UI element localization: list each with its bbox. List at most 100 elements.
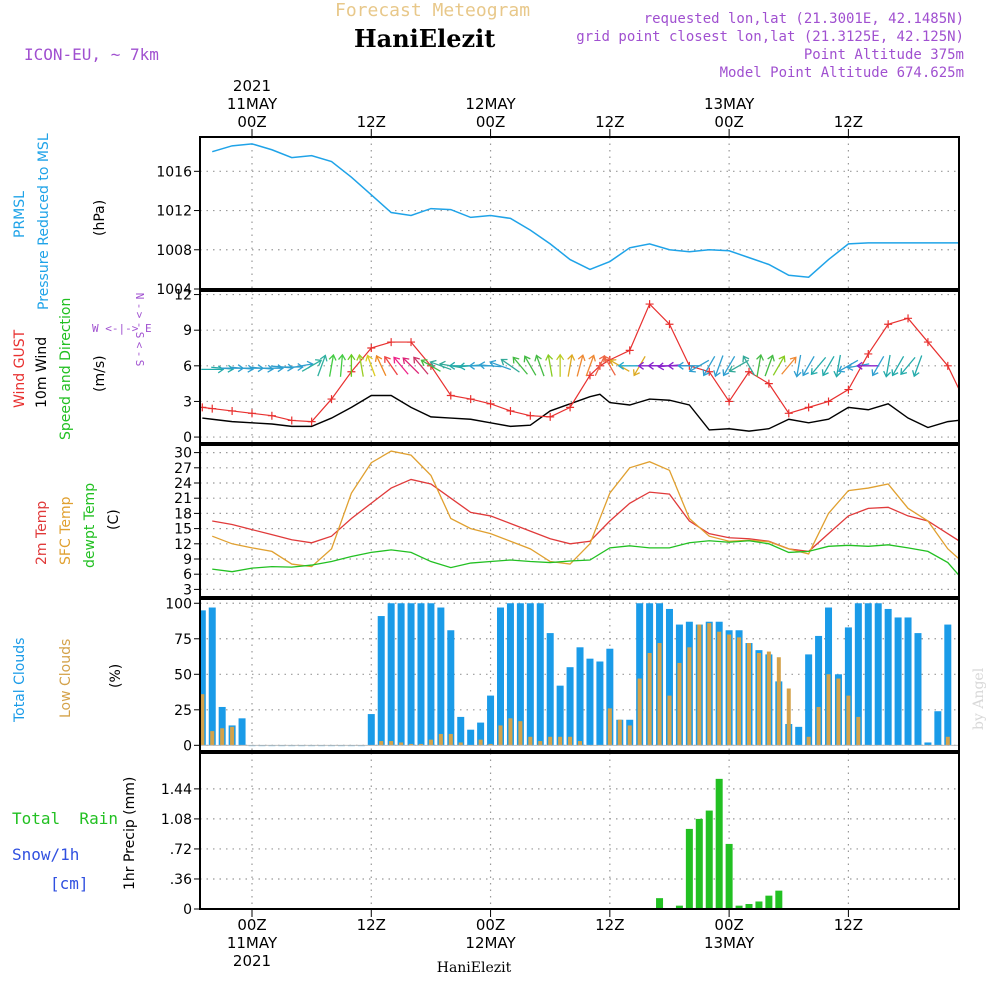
arrow-shaft: [501, 358, 520, 373]
arrow-shaft: [585, 355, 595, 377]
model-altitude: Model Point Altitude 674.625m: [720, 65, 964, 81]
wind-direction-arrow: [512, 356, 528, 375]
arrow-head: [227, 364, 235, 373]
y-tick-label: 75: [174, 632, 192, 648]
low-cloud-bar: [637, 678, 642, 746]
arrow-shaft: [802, 355, 815, 376]
clouds-panel: 0 25 50 75 100: [165, 596, 960, 754]
wind-compass-we: W <-|-> E: [92, 322, 152, 335]
wind-direction-arrow: [567, 353, 576, 377]
total-cloud-bar: [497, 607, 504, 746]
wind-direction-arrow: [523, 355, 537, 376]
total-cloud-bar: [377, 616, 385, 746]
footer-station: HaniElezit: [437, 960, 512, 976]
arrow-head: [647, 361, 654, 370]
arrow-head: [713, 370, 721, 378]
y-tick-label: 12: [174, 288, 192, 304]
arrow-shaft: [689, 359, 710, 372]
wind-direction-arrow: [722, 355, 736, 377]
arrow-shaft: [892, 355, 905, 376]
arrow-head: [871, 369, 879, 377]
top-axis-label: 12MAY: [465, 95, 516, 113]
wind-gust-marker: [725, 397, 734, 406]
bottom-axis-label: 2021: [233, 952, 271, 970]
total-cloud-bar: [566, 667, 574, 746]
temp-2m-label: 2m Temp: [34, 501, 50, 565]
wind-gust-marker: [923, 338, 932, 347]
panel-frame: [199, 444, 960, 598]
arrow-shaft: [535, 355, 545, 377]
total-cloud-bar: [864, 603, 872, 746]
total-cloud-bar: [546, 633, 554, 746]
arrow-head: [468, 361, 475, 370]
y-tick-label: 3: [183, 394, 192, 410]
bottom-axis-label: 11MAY: [227, 934, 278, 952]
arrow-shaft: [822, 355, 835, 376]
total-cloud-bar: [487, 695, 495, 746]
wind-direction-arrow: [576, 354, 586, 377]
arrow-shaft: [567, 354, 573, 377]
wind-direction-arrow: [871, 355, 885, 377]
arrow-head: [438, 360, 446, 369]
total-cloud-bar: [526, 603, 534, 746]
compass-dash-2: -: [133, 322, 146, 329]
wind-speed-dir-label: Speed and Direction: [58, 298, 74, 440]
total-cloud-bar: [200, 610, 206, 746]
rain-bar: [745, 903, 753, 909]
arrow-head: [567, 353, 576, 361]
total-cloud-bar: [417, 603, 425, 746]
arrow-head: [609, 359, 617, 367]
y-tick-label: 18: [174, 506, 192, 522]
y-tick-label: 15: [174, 522, 192, 538]
wind-direction-arrow: [713, 355, 724, 378]
total-cloud-bar: [854, 603, 862, 746]
arrow-head: [667, 361, 674, 370]
bottom-axis-label: 13MAY: [704, 934, 755, 952]
bottom-axis-label: 12Z: [357, 916, 386, 934]
arrow-head: [429, 359, 437, 368]
wind-direction-arrow: [402, 357, 420, 375]
y-tick-label: 1.08: [161, 812, 192, 828]
compass-n: N: [133, 293, 146, 300]
total-cloud-bar: [437, 607, 445, 746]
arrow-shaft: [913, 355, 923, 377]
wind-direction-arrow: [429, 359, 452, 371]
plot-area: [200, 300, 972, 432]
rain-bar: [705, 810, 713, 909]
temp-dew-line: [212, 540, 959, 577]
arrow-shaft: [547, 354, 553, 377]
total-cloud-bar: [218, 706, 226, 746]
low-cloud-bar: [856, 716, 861, 746]
wind-gust-marker: [566, 403, 575, 412]
total-cloud-bar: [606, 648, 614, 746]
arrow-head: [837, 365, 846, 373]
wind-gust-marker: [705, 367, 714, 376]
low-cloud-bar: [210, 731, 215, 746]
arrow-head: [328, 353, 337, 361]
arrow-head: [458, 362, 466, 371]
wind-gust-marker: [964, 403, 972, 411]
arrow-head: [337, 353, 347, 361]
y-tick-label: 9: [183, 552, 192, 568]
wind-gust-marker: [466, 395, 475, 404]
total-cloud-bar: [576, 647, 584, 746]
low-cloud-bar: [727, 634, 732, 746]
y-tick-label: 9: [183, 323, 192, 339]
panel-frame: [199, 136, 960, 290]
y-tick-label: 6: [183, 359, 192, 375]
total-cloud-bar: [397, 603, 405, 746]
wind-gust-marker: [486, 399, 495, 408]
wind-gust-marker: [904, 314, 913, 323]
low-cloud-bar: [548, 736, 553, 746]
arrow-head: [297, 362, 304, 372]
total-cloud-bar: [894, 617, 902, 746]
arrow-head: [789, 356, 797, 364]
wind-gust-marker: [526, 411, 535, 420]
plot-area: [212, 143, 959, 279]
arrow-head: [846, 362, 854, 371]
arrow-shaft: [393, 356, 409, 375]
arrow-head: [778, 355, 786, 363]
rain-bar: [675, 905, 683, 909]
y-tick-label: 0: [183, 738, 192, 754]
